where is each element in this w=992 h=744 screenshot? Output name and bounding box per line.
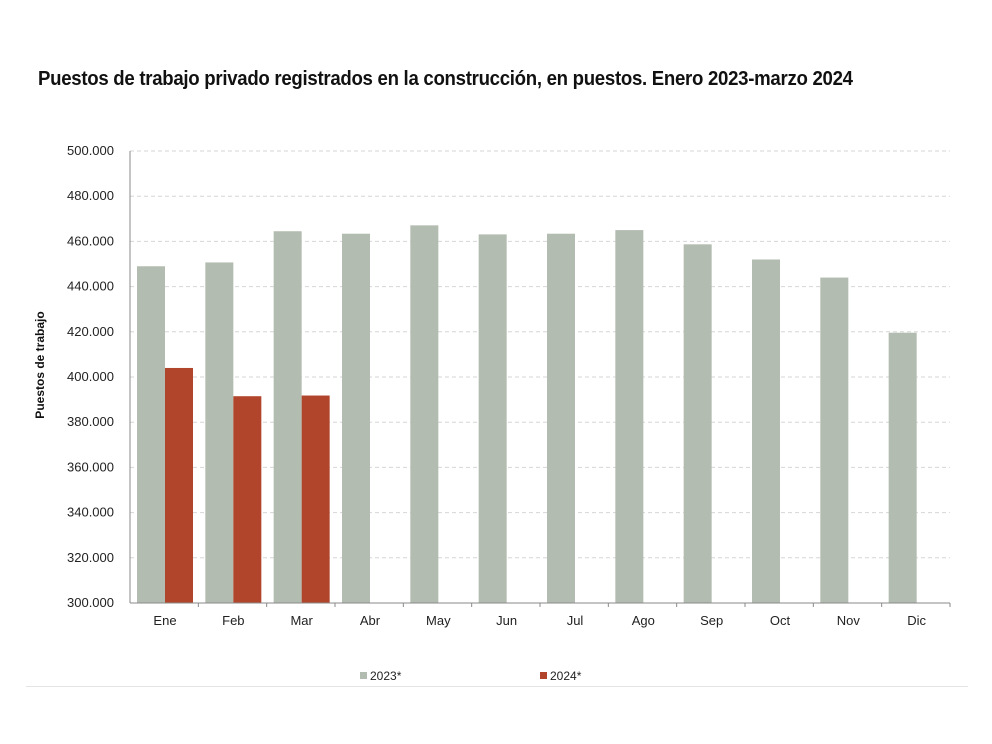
bar-2024-mar: [301, 395, 330, 603]
x-tick-label: Ene: [153, 613, 176, 628]
legend-swatch: [540, 672, 547, 679]
bar-2024-ene: [165, 367, 193, 603]
bar-2024-feb: [233, 396, 262, 603]
legend-label: 2024*: [550, 669, 582, 683]
legend-swatch: [360, 672, 367, 679]
bars: [137, 225, 917, 604]
gridlines: [130, 150, 950, 559]
divider: [26, 686, 968, 687]
bar-2023-may: [410, 225, 439, 603]
legend: 2023* 2024*: [360, 669, 582, 683]
x-tick-label: Nov: [837, 613, 861, 628]
x-tick-label: Jul: [567, 613, 584, 628]
bar-2023-nov: [820, 277, 849, 603]
bar-2023-jun: [478, 234, 507, 604]
x-tick-label: Oct: [770, 613, 791, 628]
bar-2023-sep: [683, 244, 712, 603]
bar-2023-dic: [888, 332, 917, 603]
y-tick-label: 440.000: [67, 279, 114, 294]
y-tick-label: 500.000: [67, 143, 114, 158]
bar-2023-mar: [273, 231, 302, 604]
y-tick-label: 420.000: [67, 324, 114, 339]
x-tick-label: Dic: [907, 613, 926, 628]
x-tick-label: May: [426, 613, 451, 628]
x-tick-label: Ago: [632, 613, 655, 628]
x-tick-label: Feb: [222, 613, 244, 628]
bar-2023-jul: [547, 233, 575, 603]
y-tick-label: 460.000: [67, 233, 114, 248]
bar-2023-abr: [342, 233, 370, 603]
y-tick-label: 400.000: [67, 369, 114, 384]
y-tick-label: 300.000: [67, 595, 114, 610]
y-tick-label: 340.000: [67, 505, 114, 520]
x-tick-label: Jun: [496, 613, 517, 628]
y-tick-label: 360.000: [67, 459, 114, 474]
x-tick-label: Mar: [290, 613, 313, 628]
tick-labels: 300.000 320.000 340.000 360.000 380.000 400.0…: [67, 143, 927, 628]
chart-title: Puestos de trabajo privado registrados e…: [38, 68, 853, 90]
x-tick-label: Sep: [700, 613, 723, 628]
y-axis-label: Puestos de trabajo: [33, 311, 47, 418]
bar-2023-ago: [615, 230, 644, 603]
y-tick-label: 480.000: [67, 188, 114, 203]
bar-2023-ene: [137, 266, 165, 603]
bar-2023-oct: [752, 259, 780, 603]
axes: [129, 151, 951, 607]
y-tick-label: 320.000: [67, 550, 114, 565]
bar-2023-feb: [205, 262, 234, 603]
legend-label: 2023*: [370, 669, 402, 683]
y-tick-label: 380.000: [67, 414, 114, 429]
x-tick-label: Abr: [360, 613, 381, 628]
